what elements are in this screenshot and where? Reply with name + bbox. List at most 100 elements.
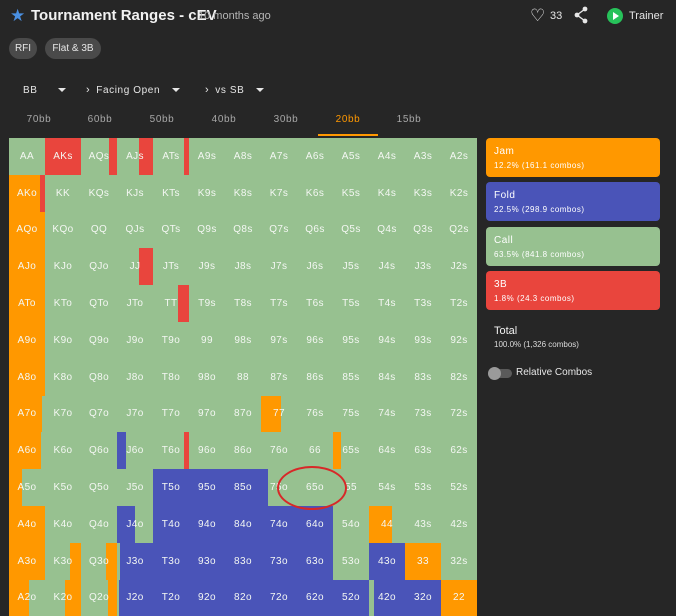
hand-cell-k2o[interactable]: K2o [45,579,81,616]
hand-cell-kjs[interactable]: KJs [117,174,153,212]
hand-cell-t4s[interactable]: T4s [369,285,405,322]
hand-cell-j5o[interactable]: J5o [117,469,153,506]
hand-cell-j7o[interactable]: J7o [117,395,153,433]
hand-cell-q8o[interactable]: Q8o [81,358,117,396]
hand-cell-q9s[interactable]: Q9s [189,211,225,249]
hand-cell-j9s[interactable]: J9s [189,248,225,286]
hand-cell-42o[interactable]: 42o [369,579,405,616]
hand-cell-22[interactable]: 22 [441,579,477,616]
hand-cell-63s[interactable]: 63s [405,432,441,470]
hand-cell-qjs[interactable]: QJs [117,211,153,249]
hand-cell-k3o[interactable]: K3o [45,542,81,580]
hand-cell-86o[interactable]: 86o [225,432,261,470]
hand-cell-72o[interactable]: 72o [261,579,297,616]
hand-cell-aqs[interactable]: AQs [81,138,117,175]
hand-cell-j8o[interactable]: J8o [117,358,153,396]
hand-cell-53o[interactable]: 53o [333,542,369,580]
hand-cell-q7o[interactable]: Q7o [81,395,117,433]
hand-cell-kjo[interactable]: KJo [45,248,81,286]
hand-cell-j3o[interactable]: J3o [117,542,153,580]
hand-cell-kqs[interactable]: KQs [81,174,117,212]
hand-cell-t7s[interactable]: T7s [261,285,297,322]
hand-cell-k5o[interactable]: K5o [45,469,81,506]
tab-50bb[interactable]: 50bb [149,114,175,125]
hand-cell-a8s[interactable]: A8s [225,138,261,175]
hand-cell-65s[interactable]: 65s [333,432,369,470]
hand-cell-j5s[interactable]: J5s [333,248,369,286]
hand-cell-63o[interactable]: 63o [297,542,333,580]
legend-fold[interactable]: Fold 22.5% (298.9 combos) [486,182,660,221]
rfi-pill[interactable]: RFI [9,38,37,59]
hand-cell-75o[interactable]: 75o [261,469,297,506]
hand-cell-q6o[interactable]: Q6o [81,432,117,470]
hand-cell-k8s[interactable]: K8s [225,174,261,212]
hand-cell-ajo[interactable]: AJo [9,248,45,286]
hand-cell-ako[interactable]: AKo [9,174,45,212]
hand-cell-74s[interactable]: 74s [369,395,405,433]
hand-cell-q9o[interactable]: Q9o [81,321,117,359]
hand-cell-q4s[interactable]: Q4s [369,211,405,249]
hand-cell-ato[interactable]: ATo [9,285,45,322]
hand-cell-k9s[interactable]: K9s [189,174,225,212]
hand-cell-87s[interactable]: 87s [261,358,297,396]
hand-cell-t5s[interactable]: T5s [333,285,369,322]
hand-cell-76s[interactable]: 76s [297,395,333,433]
hand-cell-64s[interactable]: 64s [369,432,405,470]
hand-cell-aa[interactable]: AA [9,138,45,175]
hand-cell-a9s[interactable]: A9s [189,138,225,175]
hand-cell-a7s[interactable]: A7s [261,138,297,175]
hand-cell-j4s[interactable]: J4s [369,248,405,286]
hand-cell-32s[interactable]: 32s [441,542,477,580]
hand-cell-93s[interactable]: 93s [405,321,441,359]
legend-call[interactable]: Call 63.5% (841.8 combos) [486,227,660,266]
hand-cell-97s[interactable]: 97s [261,321,297,359]
flat-3b-pill[interactable]: Flat & 3B [45,38,101,59]
hand-cell-62o[interactable]: 62o [297,579,333,616]
hand-cell-t9s[interactable]: T9s [189,285,225,322]
hand-cell-77[interactable]: 77 [261,395,297,433]
trainer-button[interactable]: Trainer [607,6,663,26]
hand-cell-83o[interactable]: 83o [225,542,261,580]
hand-cell-65o[interactable]: 65o [297,469,333,506]
hand-cell-q3o[interactable]: Q3o [81,542,117,580]
hand-cell-t8o[interactable]: T8o [153,358,189,396]
hand-cell-82s[interactable]: 82s [441,358,477,396]
hand-cell-a5s[interactable]: A5s [333,138,369,175]
hand-cell-t8s[interactable]: T8s [225,285,261,322]
hand-cell-33[interactable]: 33 [405,542,441,580]
hand-cell-64o[interactable]: 64o [297,505,333,543]
hand-cell-j3s[interactable]: J3s [405,248,441,286]
hand-cell-85o[interactable]: 85o [225,469,261,506]
hand-cell-t9o[interactable]: T9o [153,321,189,359]
hand-cell-t2o[interactable]: T2o [153,579,189,616]
hand-cell-76o[interactable]: 76o [261,432,297,470]
hand-cell-qto[interactable]: QTo [81,285,117,322]
hand-cell-72s[interactable]: 72s [441,395,477,433]
hand-cell-t7o[interactable]: T7o [153,395,189,433]
hand-cell-75s[interactable]: 75s [333,395,369,433]
relative-combos-toggle[interactable] [488,367,514,380]
hand-cell-k6o[interactable]: K6o [45,432,81,470]
tab-40bb[interactable]: 40bb [211,114,237,125]
hand-cell-82o[interactable]: 82o [225,579,261,616]
hand-cell-ats[interactable]: ATs [153,138,189,175]
hand-cell-j2s[interactable]: J2s [441,248,477,286]
scenario-dropdown[interactable]: › Facing Open [86,82,181,98]
hand-cell-a8o[interactable]: A8o [9,358,45,396]
hand-cell-q7s[interactable]: Q7s [261,211,297,249]
hand-cell-k7o[interactable]: K7o [45,395,81,433]
hand-cell-jts[interactable]: JTs [153,248,189,286]
hand-cell-86s[interactable]: 86s [297,358,333,396]
hand-cell-qq[interactable]: QQ [81,211,117,249]
hand-cell-j8s[interactable]: J8s [225,248,261,286]
hand-cell-qts[interactable]: QTs [153,211,189,249]
hand-cell-96s[interactable]: 96s [297,321,333,359]
hand-cell-92o[interactable]: 92o [189,579,225,616]
hand-cell-a7o[interactable]: A7o [9,395,45,433]
hand-cell-j9o[interactable]: J9o [117,321,153,359]
hand-cell-44[interactable]: 44 [369,505,405,543]
hand-cell-aqo[interactable]: AQo [9,211,45,249]
opponent-dropdown[interactable]: › vs SB [205,82,265,98]
hand-cell-92s[interactable]: 92s [441,321,477,359]
hand-cell-q3s[interactable]: Q3s [405,211,441,249]
